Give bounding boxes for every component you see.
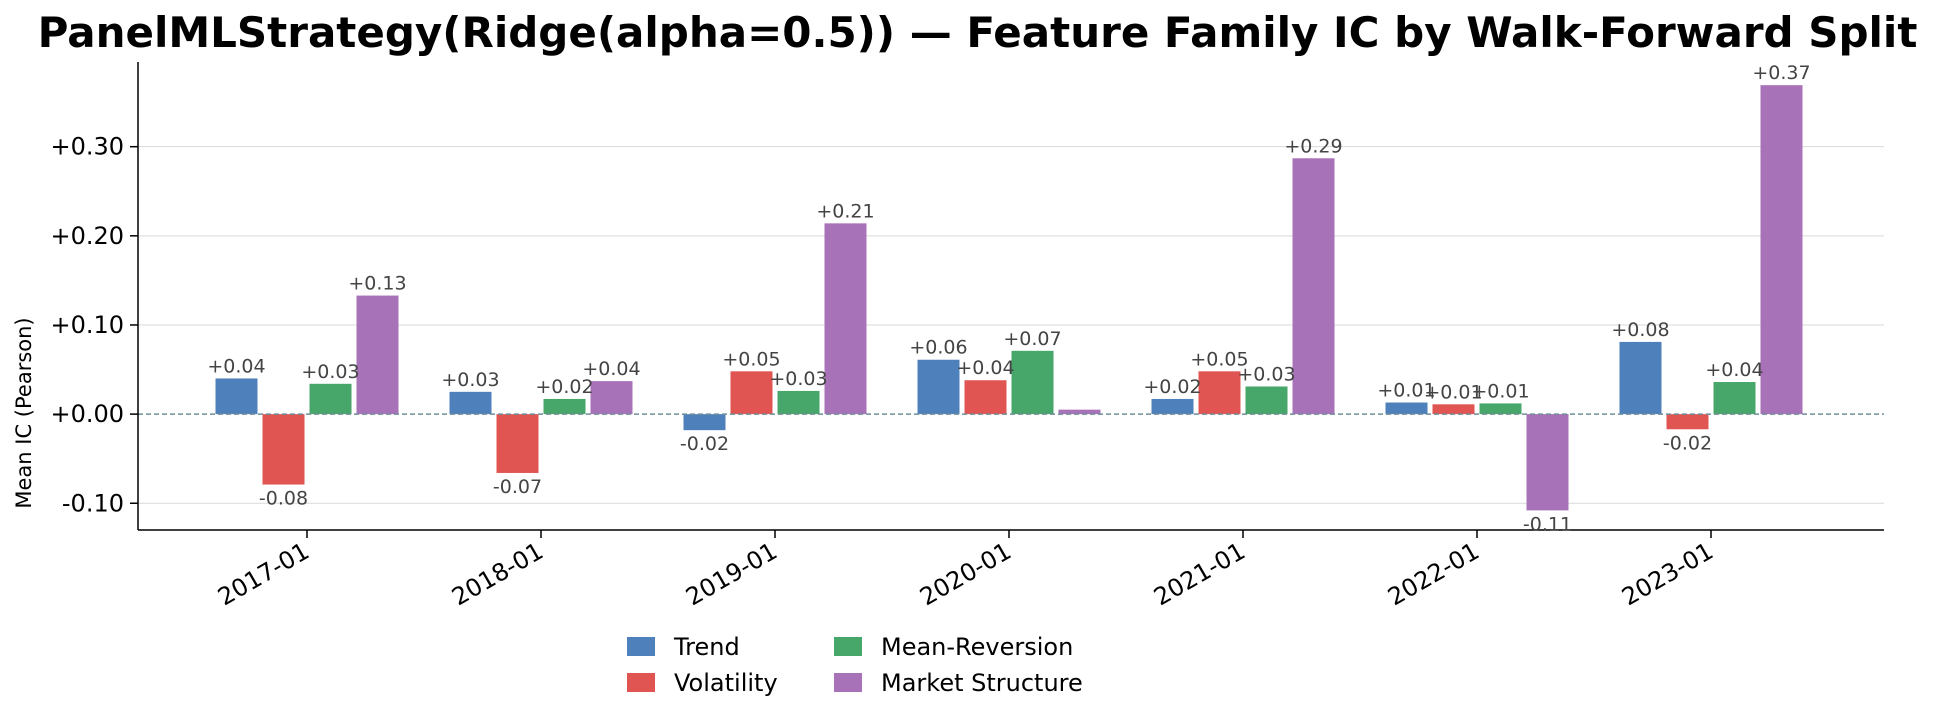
bar-market-structure [1058,409,1101,415]
bar-trend [449,391,492,415]
axes [130,62,1884,538]
bar-market-structure [1292,158,1335,415]
y-tick-label: +0.10 [50,311,124,339]
data-label: +0.08 [1611,319,1669,341]
bar-mean-reversion [309,383,352,415]
bar-mean-reversion [1479,403,1522,415]
data-label: +0.04 [207,355,265,377]
legend-swatch [834,673,862,692]
x-tick-label: 2018-01 [447,537,548,611]
bar-market-structure [356,295,399,415]
data-label: +0.05 [722,348,780,370]
y-tick-label: +0.00 [50,400,124,428]
data-label: +0.01 [1471,380,1529,402]
y-tick-label: +0.20 [50,222,124,250]
data-label: +0.05 [1190,348,1248,370]
legend-label: Volatility [674,669,778,697]
data-label: -0.08 [259,488,308,510]
data-label: +0.01 [1377,380,1435,402]
bar-market-structure [824,223,867,415]
x-tick-label: 2022-01 [1383,537,1484,611]
data-label: +0.21 [816,200,874,222]
data-label: +0.03 [769,368,827,390]
bar-trend [917,359,960,415]
legend-swatch [627,637,655,656]
bar-market-structure [1526,414,1569,511]
bar-trend [1619,341,1662,415]
data-label: +0.02 [535,376,593,398]
bar-mean-reversion [1245,386,1288,415]
x-tick-label: 2020-01 [915,537,1016,611]
bar-volatility [730,371,773,415]
data-label: -0.02 [680,433,729,455]
bars [215,85,1803,511]
y-axis-label: Mean IC (Pearson) [12,317,36,508]
legend-swatch [834,637,862,656]
data-label: -0.11 [1523,513,1572,535]
data-label: +0.29 [1284,135,1342,157]
data-label: +0.37 [1752,62,1810,84]
bar-mean-reversion [543,398,586,415]
bar-volatility [964,380,1007,415]
data-label: -0.07 [493,476,542,498]
data-label: +0.01 [1424,381,1482,403]
bar-volatility [496,414,539,473]
bar-volatility [1432,404,1475,415]
legend: Trend Volatility Mean-Reversion Market Stru… [627,633,1083,697]
data-label: +0.04 [582,358,640,380]
gridlines [138,146,1884,504]
x-tick-label: 2019-01 [681,537,782,611]
legend-label: Market Structure [881,669,1083,697]
data-label: +0.07 [1003,328,1061,350]
bar-labels: +0.04 +0.03 -0.02 +0.06 +0.02 +0.01 +0.08 -0.08… [207,62,1810,535]
bar-volatility [1198,371,1241,415]
bar-market-structure [590,381,633,415]
bar-trend [1385,402,1428,415]
bar-trend [683,414,726,431]
bar-trend [1151,398,1194,415]
data-label: +0.03 [1237,363,1295,385]
bar-market-structure [1760,85,1803,415]
data-label: -0.02 [1663,432,1712,454]
bar-trend [215,378,258,415]
data-label: +0.02 [1143,376,1201,398]
data-label: +0.03 [441,369,499,391]
bar-volatility [262,414,305,485]
data-label: +0.04 [956,357,1014,379]
bar-volatility [1666,414,1709,430]
legend-swatch [627,673,655,692]
bar-mean-reversion [777,390,820,415]
data-label: +0.03 [301,361,359,383]
bar-mean-reversion [1011,350,1054,415]
bar-mean-reversion [1713,382,1756,415]
y-tick-label: +0.30 [50,133,124,161]
data-label: +0.04 [1705,359,1763,381]
data-label: +0.13 [348,273,406,295]
legend-label: Trend [673,633,740,661]
x-tick-label: 2021-01 [1149,537,1250,611]
legend-label: Mean-Reversion [881,633,1073,661]
data-label: +0.06 [909,337,967,359]
y-tick-label: -0.10 [62,489,124,517]
x-tick-label: 2023-01 [1617,537,1718,611]
chart-title: PanelMLStrategy(Ridge(alpha=0.5)) — Feat… [37,8,1918,57]
x-tick-label: 2017-01 [213,537,314,611]
